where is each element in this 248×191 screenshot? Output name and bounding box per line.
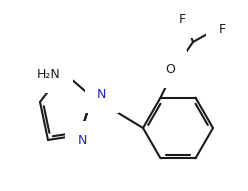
Text: F: F [179, 12, 186, 26]
Text: F: F [218, 23, 226, 36]
Text: N: N [77, 134, 87, 146]
Text: N: N [97, 87, 106, 100]
Text: O: O [165, 62, 175, 75]
Text: H₂N: H₂N [37, 67, 61, 80]
